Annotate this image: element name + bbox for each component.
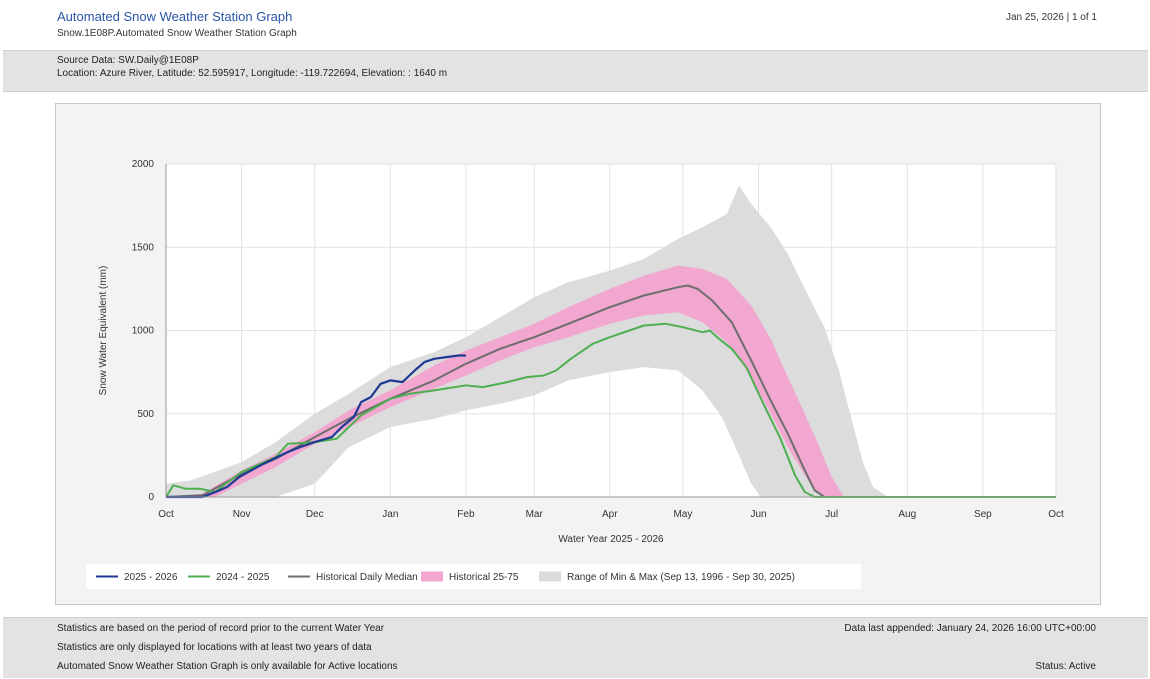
series-line-2024-2025 [165, 322, 1056, 498]
footer-note-active-locations: Automated Snow Weather Station Graph is … [57, 661, 398, 672]
x-tick-label-6: Apr [602, 509, 618, 520]
x-tick-label-2: Dec [306, 509, 324, 520]
legend-label-2024-2025: 2024 - 2025 [216, 572, 270, 583]
series-line-2025-2026 [166, 354, 466, 499]
x-tick-label-12: Oct [1048, 509, 1064, 520]
report-header: Automated Snow Weather Station Graph Sno… [0, 0, 1150, 50]
report-subtitle: Snow.1E08P.Automated Snow Weather Statio… [57, 28, 297, 39]
y-tick-label-500: 500 [137, 409, 154, 420]
legend-swatch-historical-25-75 [421, 571, 443, 582]
report-date-page: Jan 25, 2026 | 1 of 1 [1005, 12, 1097, 23]
x-tick-label-3: Jan [382, 509, 398, 520]
x-tick-label-5: Mar [526, 509, 544, 520]
legend-label-range-of-min-max-sep-13-1996-sep-30-2025: Range of Min & Max (Sep 13, 1996 - Sep 3… [567, 572, 795, 583]
report-title: Automated Snow Weather Station Graph [57, 9, 293, 24]
x-tick-label-8: Jun [750, 509, 766, 520]
footer-note-statistics-years: Statistics are only displayed for locati… [57, 642, 372, 653]
y-tick-label-2000: 2000 [132, 159, 155, 170]
x-tick-label-7: May [673, 509, 692, 520]
x-tick-label-0: Oct [158, 509, 174, 520]
legend-label-2025-2026: 2025 - 2026 [124, 572, 178, 583]
chart-container: 0 500 1000 1500 2000 Oct Nov Dec Jan Feb Mar Apr May… [55, 103, 1101, 605]
source-info-band: Source Data: SW.Daily@1E08P Location: Az… [3, 50, 1148, 92]
x-axis-title: Water Year 2025 - 2026 [558, 534, 664, 545]
x-tick-label-4: Feb [457, 509, 475, 520]
data-last-appended: Data last appended: January 24, 2026 16:… [844, 623, 1096, 634]
swe-chart: 0 500 1000 1500 2000 Oct Nov Dec Jan Feb Mar Apr May… [86, 159, 1064, 589]
x-tick-label-9: Jul [825, 509, 838, 520]
x-tick-label-10: Aug [898, 509, 916, 520]
y-tick-label-1000: 1000 [132, 326, 155, 337]
y-axis-title: Snow Water Equivalent (mm) [98, 266, 109, 396]
legend-swatch-range-of-min-max-sep-13-1996-sep-30-2025 [539, 571, 561, 582]
band-range-of-min-max [166, 185, 1056, 497]
band-historical-25-75 [166, 265, 1056, 497]
legend-label-historical-25-75: Historical 25-75 [449, 572, 519, 583]
x-tick-label-1: Nov [233, 509, 251, 520]
legend-box [86, 564, 861, 589]
source-data-line: Source Data: SW.Daily@1E08P [57, 55, 199, 66]
report-footer: Statistics are based on the period of re… [3, 617, 1148, 678]
x-tick-label-11: Sep [974, 509, 992, 520]
footer-note-statistics-period: Statistics are based on the period of re… [57, 623, 385, 634]
legend-label-historical-daily-median: Historical Daily Median [316, 572, 418, 583]
location-line: Location: Azure River, Latitude: 52.5959… [57, 68, 448, 79]
legend: 2025 - 2026 2024 - 2025 Historical Daily M… [86, 564, 861, 589]
station-status: Status: Active [1035, 661, 1096, 672]
y-tick-label-1500: 1500 [132, 242, 155, 253]
y-tick-label-0: 0 [148, 492, 154, 503]
series-line-historical-daily-median [165, 284, 1056, 498]
